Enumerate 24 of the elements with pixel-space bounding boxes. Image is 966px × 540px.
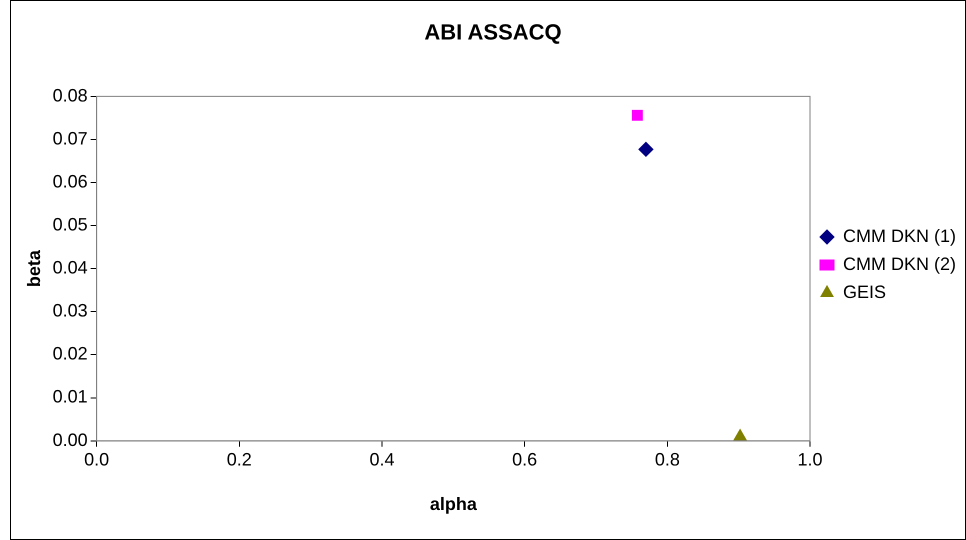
point xyxy=(734,428,747,440)
y-tick-label: 0.00 xyxy=(52,430,88,450)
point xyxy=(632,110,643,121)
y-tick-label: 0.08 xyxy=(52,85,88,106)
y-tick-label: 0.02 xyxy=(52,344,88,364)
y-tick-label: 0.03 xyxy=(52,300,88,321)
x-tick-label: 0.8 xyxy=(654,450,680,470)
y-tick-label: 0.04 xyxy=(52,258,88,278)
x-axis-title: alpha xyxy=(430,494,478,514)
y-tick-label: 0.07 xyxy=(52,128,88,148)
x-tick-label: 0.0 xyxy=(84,450,110,470)
legend-label: CMM DKN (1) xyxy=(843,226,956,246)
legend-label: CMM DKN (2) xyxy=(843,254,956,274)
y-tick-label: 0.06 xyxy=(52,171,88,192)
x-tick-label: 1.0 xyxy=(797,450,823,470)
y-tick-label: 0.05 xyxy=(52,214,88,235)
y-axis-title: beta xyxy=(24,249,44,288)
point xyxy=(638,142,654,157)
legend-label: GEIS xyxy=(843,282,886,302)
x-tick-label: 0.2 xyxy=(226,450,252,470)
x-tick-label: 0.4 xyxy=(369,450,394,470)
x-tick-label: 0.6 xyxy=(512,450,538,470)
y-tick-label: 0.01 xyxy=(52,386,88,407)
chart-title: ABI ASSACQ xyxy=(424,19,562,44)
